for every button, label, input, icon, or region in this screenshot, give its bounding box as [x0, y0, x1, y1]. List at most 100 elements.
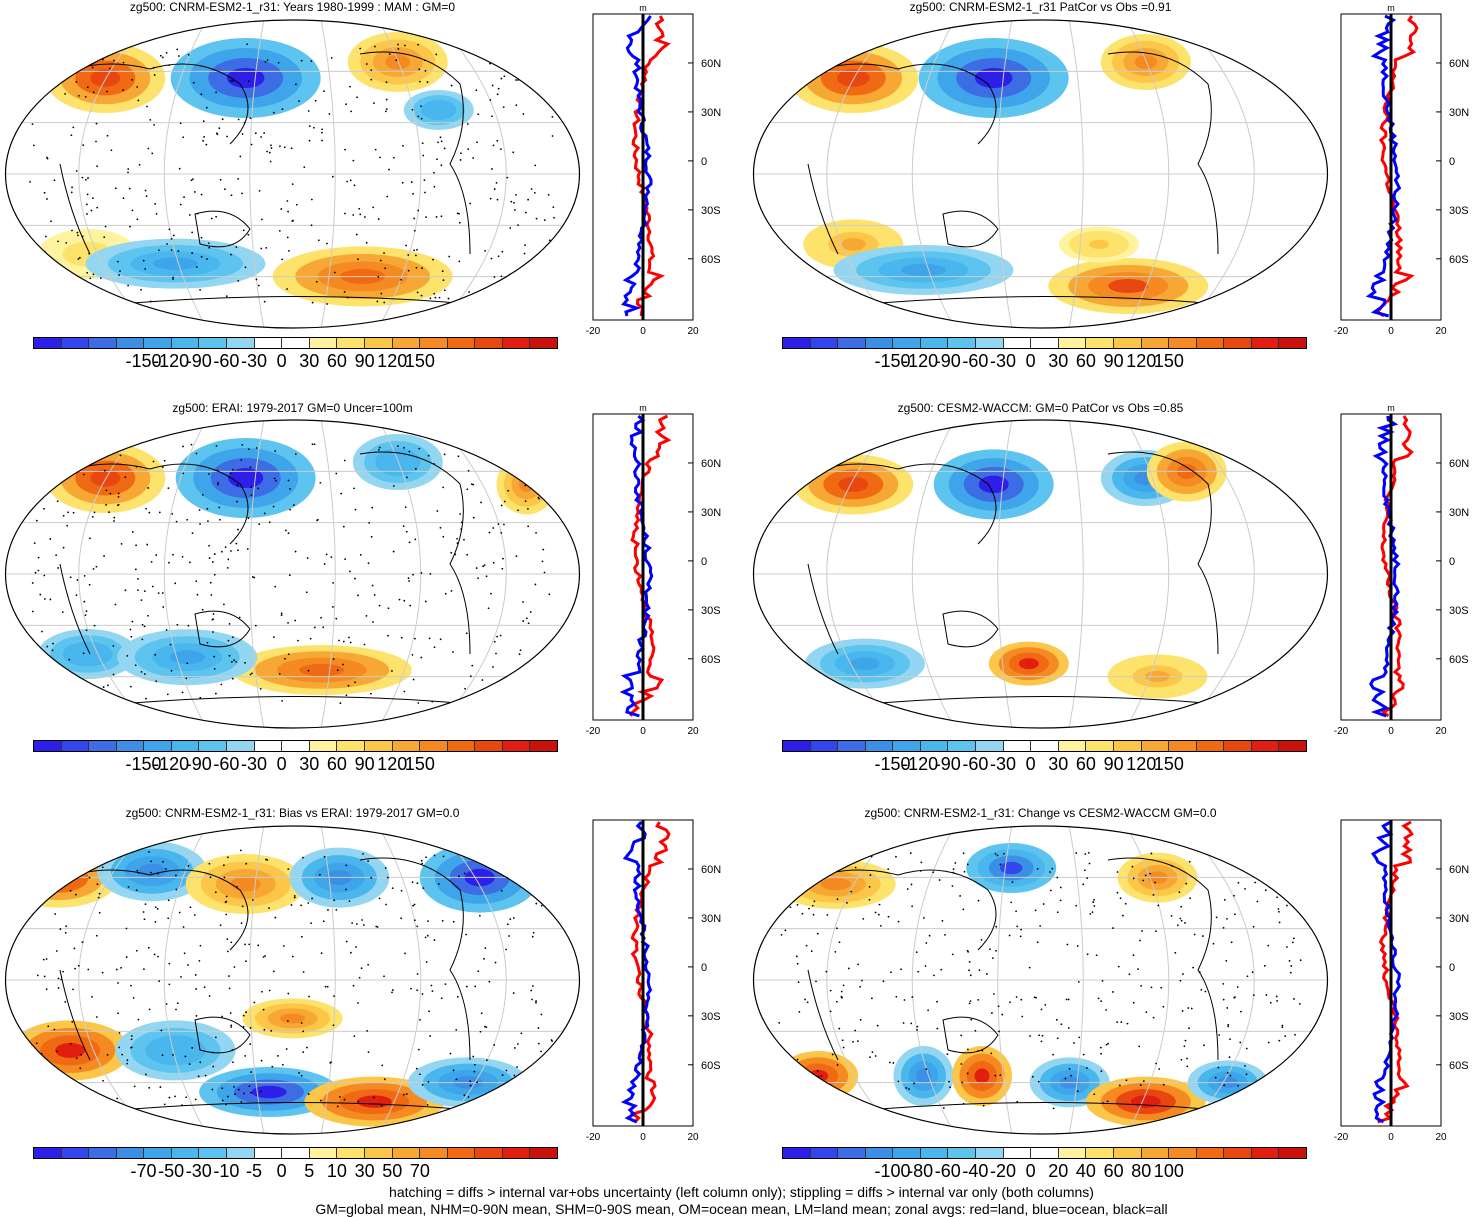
colorbar-4 [782, 740, 1307, 752]
coastline [119, 696, 471, 705]
colorbar-swatch [501, 1148, 530, 1158]
colorbar-tick-label: 0 [1025, 351, 1036, 371]
colorbar-tick-label: 0 [1025, 754, 1036, 774]
colorbar-tick-label: -40 [962, 1161, 989, 1181]
colorbar-swatch [226, 1148, 254, 1158]
colorbar-swatch [226, 338, 254, 348]
zonal-x-tick-label: -20 [586, 326, 601, 337]
colorbar-swatch [501, 338, 530, 348]
colorbar-swatch [446, 741, 475, 751]
colorbar-swatch [143, 741, 171, 751]
colorbar-swatch [391, 338, 420, 348]
colorbar-swatch [1250, 1148, 1279, 1158]
contour-region [1000, 861, 1023, 875]
zonal-lat-label: 60N [1449, 864, 1469, 876]
colorbar-swatch [1195, 741, 1224, 751]
colorbar-swatch [115, 741, 144, 751]
colorbar-swatch [1030, 1148, 1058, 1158]
colorbar-5 [33, 1147, 558, 1159]
colorbar-swatch [60, 741, 89, 751]
colorbar-swatch [809, 338, 838, 348]
colorbar-tick-label: -100 [874, 1161, 911, 1181]
colorbar-swatch [947, 338, 976, 348]
colorbar-tick-label: 60 [326, 754, 347, 774]
zonal-x-tick-label: 0 [640, 1132, 646, 1143]
contour-region [978, 475, 1009, 494]
coastline [59, 969, 91, 1061]
colorbar-tick-label: -5 [246, 1161, 263, 1181]
colorbar-tick-label: 100 [1153, 1161, 1184, 1181]
zonal-lat-label: 60S [1449, 1060, 1469, 1072]
contour-region [230, 876, 261, 892]
zonal-x-tick-label: 20 [687, 1132, 699, 1143]
colorbar-swatch [892, 741, 920, 751]
colorbar-tick-label: 120 [1126, 754, 1157, 774]
zonal-lat-label: 60N [1449, 458, 1469, 470]
colorbar-swatch [60, 338, 89, 348]
map-2 [752, 19, 1329, 329]
colorbar-swatch [1140, 1148, 1169, 1158]
zonal-lat-label: 60N [701, 458, 721, 470]
zonal-land-line [1377, 820, 1414, 1124]
colorbar-3 [33, 740, 558, 752]
colorbar-tick-label: -150 [125, 754, 162, 774]
zonal-lat-label: 30N [701, 507, 721, 519]
contour-region [153, 257, 198, 270]
colorbar-tick-label: -30 [241, 351, 268, 371]
colorbar-swatch [1030, 741, 1058, 751]
zonal-lat-label: 60S [701, 254, 721, 266]
panel-title: zg500: CNRM-ESM2-1_r31 PatCor vs Obs =0.… [909, 0, 1172, 14]
colorbar-tick-label: 30 [1048, 754, 1069, 774]
colorbar-swatch [198, 338, 227, 348]
colorbar-swatch [783, 741, 810, 751]
footer-legend-line-1: hatching = diffs > internal var+obs unce… [389, 1184, 1094, 1200]
colorbar-swatch [198, 741, 227, 751]
colorbar-tick-label: 60 [1075, 351, 1096, 371]
colorbar-tick-label: 0 [1025, 1161, 1036, 1181]
colorbar-tick-label: -120 [153, 351, 190, 371]
colorbar-swatch [115, 1148, 144, 1158]
colorbar-tick-label: -150 [874, 351, 911, 371]
zonal-ocean-line [619, 414, 654, 718]
zonal-lat-label: 60S [701, 654, 721, 666]
coastline [359, 51, 471, 255]
zonal-x-tick-label: -20 [1334, 1132, 1349, 1143]
colorbar-swatch [419, 1148, 447, 1158]
colorbar-tick-label: 30 [354, 1161, 375, 1181]
contour-region [838, 476, 869, 492]
colorbar-6 [782, 1147, 1307, 1159]
colorbar-swatch [919, 338, 948, 348]
colorbar-swatch [143, 338, 171, 348]
contour-region [90, 469, 121, 487]
map-6 [752, 825, 1329, 1135]
colorbar-swatch [1002, 338, 1031, 348]
zonal-lat-label: 30S [1449, 1011, 1469, 1023]
coastline [807, 969, 839, 1061]
footer-legend-line-2: GM=global mean, NHM=0-90N mean, SHM=0-90… [315, 1201, 1168, 1217]
zonal-unit-label: m [1387, 403, 1395, 413]
zonal-plot-1: -20 0 20 m 60N 30N 0 30S 60S [586, 3, 721, 337]
colorbar-swatch [308, 338, 337, 348]
colorbar-swatch [919, 1148, 948, 1158]
zonal-x-tick-label: -20 [1334, 726, 1349, 737]
colorbar-swatch [1030, 338, 1058, 348]
colorbar-swatch [864, 1148, 893, 1158]
zonal-x-tick-label: 20 [687, 726, 699, 737]
contour-region [299, 663, 345, 677]
map-field [753, 420, 1328, 728]
colorbar-swatch [1168, 338, 1196, 348]
colorbar-swatch [783, 1148, 810, 1158]
zonal-ocean-line [1370, 820, 1402, 1124]
colorbar-swatch [529, 1148, 557, 1158]
zonal-plot-4: -20 0 20 m 60N 30N 0 30S 60S [1334, 403, 1469, 737]
zonal-x-tick-label: 20 [1435, 326, 1447, 337]
colorbar-tick-label: -60 [962, 351, 989, 371]
colorbar-swatch [253, 338, 282, 348]
colorbar-swatch [864, 741, 893, 751]
coastline [1107, 857, 1219, 1061]
colorbar-tick-label: 30 [299, 351, 320, 371]
zonal-lat-label: 30S [1449, 205, 1469, 217]
colorbar-swatch [529, 741, 557, 751]
colorbar-swatch [1278, 1148, 1306, 1158]
colorbar-tick-label: -60 [934, 1161, 961, 1181]
